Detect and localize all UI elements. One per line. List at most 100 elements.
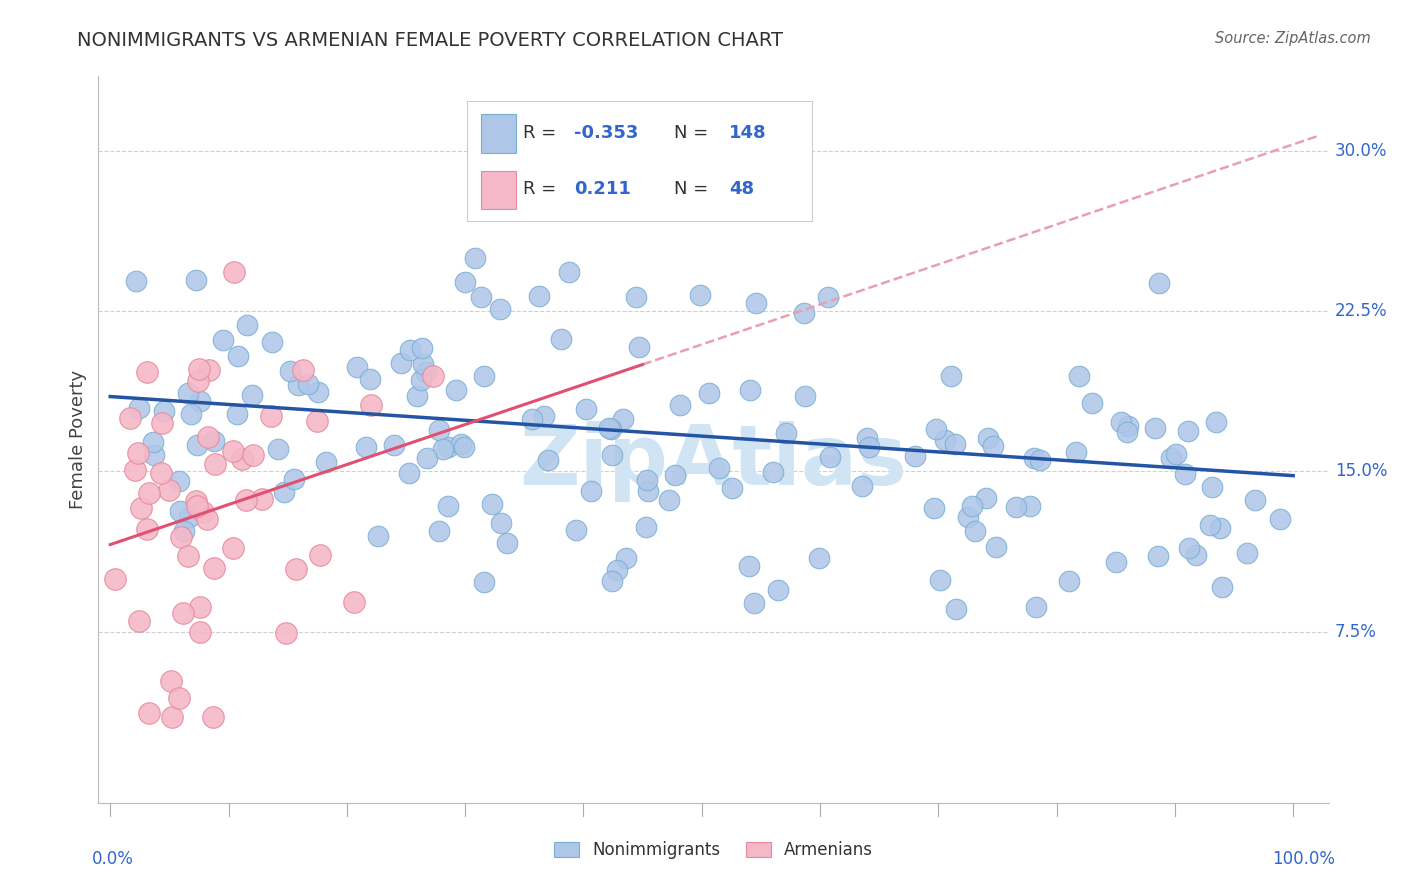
Point xyxy=(153,404,176,418)
Point xyxy=(360,398,382,412)
Point xyxy=(600,574,623,588)
Point xyxy=(285,562,308,576)
Point xyxy=(981,439,1004,453)
Point xyxy=(1268,512,1291,526)
Point xyxy=(250,491,273,506)
Point xyxy=(851,478,873,492)
Point xyxy=(308,548,330,562)
Point xyxy=(489,302,512,317)
Point xyxy=(167,690,190,705)
Point xyxy=(202,561,225,575)
Point xyxy=(437,440,460,454)
Point xyxy=(186,499,208,513)
Point xyxy=(160,673,183,688)
Text: ZipAtlas: ZipAtlas xyxy=(520,421,907,501)
Point xyxy=(924,500,946,515)
Point xyxy=(195,512,218,526)
Point xyxy=(437,499,460,513)
Point xyxy=(356,440,378,454)
Point xyxy=(188,393,211,408)
Point xyxy=(527,288,550,302)
Point xyxy=(481,497,503,511)
Point xyxy=(697,386,720,401)
Point xyxy=(1174,467,1197,481)
Text: 0.0%: 0.0% xyxy=(93,850,134,868)
Point xyxy=(129,500,152,515)
Point xyxy=(1205,416,1227,430)
Point xyxy=(135,365,157,379)
Point xyxy=(536,453,558,467)
Point xyxy=(520,412,543,426)
Point xyxy=(766,582,789,597)
Point xyxy=(721,481,744,495)
Point xyxy=(1143,421,1166,435)
Point xyxy=(191,505,214,519)
Point xyxy=(231,451,253,466)
Point xyxy=(600,422,623,436)
Point xyxy=(1147,549,1170,564)
Point xyxy=(367,529,389,543)
Text: Source: ZipAtlas.com: Source: ZipAtlas.com xyxy=(1215,31,1371,46)
Point xyxy=(228,350,250,364)
Point xyxy=(450,437,472,451)
Point xyxy=(664,468,686,483)
Point xyxy=(169,504,191,518)
Point xyxy=(1116,419,1139,434)
Point xyxy=(1166,447,1188,461)
Text: 7.5%: 7.5% xyxy=(1334,623,1376,640)
Point xyxy=(128,401,150,415)
Point xyxy=(1177,424,1199,438)
Point xyxy=(960,499,983,513)
Point xyxy=(1116,425,1139,439)
Point xyxy=(575,402,598,417)
Point xyxy=(558,265,581,279)
Point xyxy=(807,551,830,566)
Text: 15.0%: 15.0% xyxy=(1334,462,1388,481)
Point xyxy=(984,540,1007,554)
Point xyxy=(1081,396,1104,410)
Point xyxy=(273,485,295,500)
Point xyxy=(1201,481,1223,495)
Point xyxy=(579,483,602,498)
Point xyxy=(142,434,165,449)
Point xyxy=(636,473,658,487)
Point xyxy=(124,463,146,477)
Point xyxy=(262,335,284,350)
Point xyxy=(412,357,434,371)
Point xyxy=(1005,500,1028,514)
Point xyxy=(817,290,839,304)
Point xyxy=(177,509,200,524)
Point xyxy=(222,541,245,555)
Point xyxy=(1211,580,1233,594)
Point xyxy=(1243,492,1265,507)
Point xyxy=(242,448,264,462)
Point xyxy=(1199,518,1222,533)
Point xyxy=(186,438,208,452)
Point xyxy=(128,614,150,628)
Point xyxy=(222,444,245,458)
Point xyxy=(943,436,966,450)
Text: NONIMMIGRANTS VS ARMENIAN FEMALE POVERTY CORRELATION CHART: NONIMMIGRANTS VS ARMENIAN FEMALE POVERTY… xyxy=(77,31,783,50)
Point xyxy=(565,523,588,537)
Point xyxy=(127,446,149,460)
Point xyxy=(143,448,166,462)
Point xyxy=(614,550,637,565)
Point xyxy=(707,460,730,475)
Point xyxy=(956,510,979,524)
Y-axis label: Female Poverty: Female Poverty xyxy=(69,370,87,508)
Point xyxy=(929,573,952,587)
Point xyxy=(346,360,368,375)
Point xyxy=(627,340,650,354)
Point xyxy=(550,332,572,346)
Point xyxy=(689,288,711,302)
Point xyxy=(411,341,433,355)
Point xyxy=(120,411,142,425)
Point xyxy=(793,306,815,320)
Point xyxy=(934,434,956,448)
Point xyxy=(977,432,1000,446)
Point xyxy=(858,440,880,454)
Point xyxy=(794,389,817,403)
Point xyxy=(187,362,209,376)
Point xyxy=(472,574,495,589)
Point xyxy=(1109,415,1132,429)
